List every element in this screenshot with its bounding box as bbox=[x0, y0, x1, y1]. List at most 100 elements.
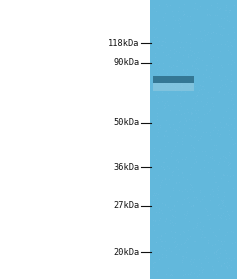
Point bbox=[227, 213, 231, 218]
Point bbox=[230, 107, 234, 111]
Point bbox=[205, 13, 208, 17]
Point bbox=[200, 83, 204, 88]
Point bbox=[208, 198, 212, 202]
Point bbox=[194, 160, 198, 165]
Point bbox=[183, 48, 187, 52]
Point bbox=[222, 15, 226, 20]
Point bbox=[227, 86, 231, 91]
Point bbox=[194, 158, 198, 163]
Point bbox=[217, 90, 221, 94]
Point bbox=[226, 62, 230, 67]
Point bbox=[177, 108, 181, 112]
Point bbox=[162, 80, 166, 84]
Point bbox=[227, 128, 231, 133]
Point bbox=[195, 66, 199, 70]
Point bbox=[187, 237, 190, 242]
Point bbox=[152, 247, 156, 252]
Point bbox=[225, 208, 229, 213]
Point bbox=[189, 204, 192, 208]
Point bbox=[173, 245, 177, 249]
Point bbox=[169, 2, 172, 7]
Point bbox=[160, 208, 163, 212]
Point bbox=[174, 252, 178, 257]
Point bbox=[169, 83, 173, 87]
Point bbox=[176, 167, 180, 171]
Point bbox=[182, 230, 186, 235]
Point bbox=[229, 264, 232, 269]
Point bbox=[185, 196, 189, 200]
Point bbox=[183, 187, 187, 192]
Point bbox=[208, 107, 212, 111]
Point bbox=[211, 95, 215, 99]
Point bbox=[171, 82, 174, 86]
Point bbox=[217, 227, 221, 231]
Point bbox=[224, 3, 228, 7]
Point bbox=[205, 212, 209, 217]
Point bbox=[185, 235, 189, 240]
Point bbox=[224, 121, 228, 125]
Point bbox=[158, 207, 161, 211]
Point bbox=[198, 198, 201, 203]
Point bbox=[185, 72, 189, 76]
Point bbox=[210, 154, 214, 158]
Point bbox=[173, 221, 176, 225]
Point bbox=[224, 84, 228, 88]
Point bbox=[200, 229, 204, 233]
Point bbox=[198, 220, 202, 224]
Point bbox=[178, 44, 182, 49]
Point bbox=[228, 8, 232, 12]
Point bbox=[224, 264, 228, 268]
Point bbox=[217, 89, 221, 93]
Point bbox=[224, 217, 228, 222]
Point bbox=[156, 62, 160, 67]
Point bbox=[184, 155, 188, 160]
Point bbox=[191, 203, 195, 207]
Point bbox=[188, 48, 192, 52]
Point bbox=[199, 235, 203, 239]
Point bbox=[233, 141, 237, 145]
Point bbox=[225, 14, 229, 19]
Point bbox=[221, 200, 225, 205]
Point bbox=[189, 187, 192, 191]
Point bbox=[161, 67, 165, 71]
Point bbox=[173, 130, 177, 135]
Point bbox=[188, 41, 192, 45]
Point bbox=[180, 85, 184, 89]
Point bbox=[155, 269, 159, 273]
Point bbox=[204, 207, 208, 212]
Point bbox=[212, 170, 216, 174]
Point bbox=[223, 125, 226, 129]
Point bbox=[155, 106, 159, 110]
Point bbox=[220, 33, 224, 38]
Point bbox=[192, 127, 196, 131]
Point bbox=[155, 71, 158, 76]
Point bbox=[185, 254, 188, 259]
Point bbox=[190, 185, 194, 190]
Point bbox=[177, 30, 180, 34]
Point bbox=[212, 43, 215, 48]
Point bbox=[185, 67, 189, 72]
Point bbox=[180, 139, 184, 143]
Point bbox=[230, 44, 234, 48]
Point bbox=[177, 50, 181, 54]
Point bbox=[184, 40, 188, 45]
Point bbox=[214, 249, 218, 253]
Point bbox=[209, 167, 212, 171]
Point bbox=[201, 84, 205, 88]
Point bbox=[228, 165, 232, 170]
Point bbox=[197, 257, 201, 262]
Point bbox=[219, 124, 223, 129]
Point bbox=[172, 239, 176, 244]
Point bbox=[166, 52, 169, 57]
Point bbox=[206, 90, 210, 95]
Point bbox=[232, 173, 235, 177]
Point bbox=[177, 5, 180, 9]
Point bbox=[194, 154, 198, 158]
Point bbox=[157, 210, 161, 215]
Point bbox=[163, 201, 167, 206]
Point bbox=[200, 270, 203, 274]
Point bbox=[209, 95, 213, 100]
Point bbox=[165, 134, 169, 139]
Point bbox=[174, 158, 178, 162]
Point bbox=[181, 45, 185, 49]
